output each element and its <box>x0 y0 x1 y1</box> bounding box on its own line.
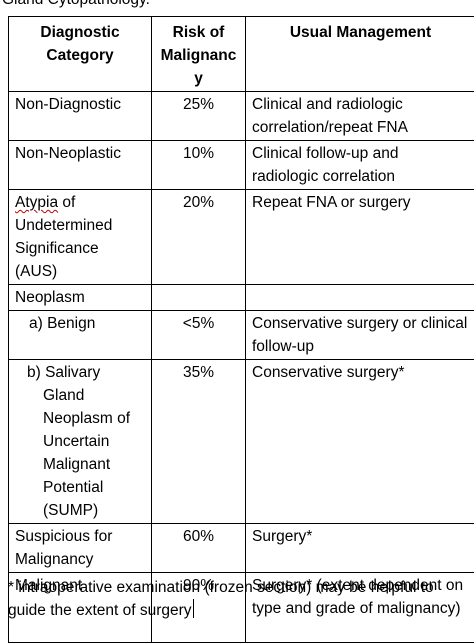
table-row: Non-Diagnostic 25% Clinical and radiolog… <box>9 92 474 141</box>
category-cell: Atypia of Undetermined Significance (AUS… <box>9 190 152 285</box>
risk-cell <box>152 285 246 311</box>
table-row: Atypia of Undetermined Significance (AUS… <box>9 190 474 285</box>
caption-fragment: Gland Cytopathology. <box>2 0 150 11</box>
table-row: a) Benign <5% Conservative surgery or cl… <box>9 311 474 360</box>
management-cell: Clinical follow-up and radiologic correl… <box>246 141 474 190</box>
cytopathology-table: Diagnostic Category Risk of Malignancy U… <box>8 16 474 643</box>
risk-cell: 60% <box>152 524 246 573</box>
table-header-row: Diagnostic Category Risk of Malignancy U… <box>9 17 474 92</box>
footnote-line: * intraoperative examination (frozen sec… <box>8 576 474 599</box>
management-cell: Conservative surgery* <box>246 360 474 524</box>
category-cell: a) Benign <box>9 311 152 360</box>
footnote: * intraoperative examination (frozen sec… <box>8 576 474 622</box>
table-row: Neoplasm <box>9 285 474 311</box>
category-cell: Non-Diagnostic <box>9 92 152 141</box>
category-cell: Suspicious for Malignancy <box>9 524 152 573</box>
header-usual-management: Usual Management <box>246 17 474 92</box>
category-text: b) Salivary <box>27 361 145 384</box>
risk-cell: 10% <box>152 141 246 190</box>
table-row: Suspicious for Malignancy 60% Surgery* <box>9 524 474 573</box>
category-cell: Neoplasm <box>9 285 152 311</box>
footnote-line: guide the extent of surgery <box>8 599 474 622</box>
spellcheck-word: Atypia <box>15 194 58 211</box>
management-cell: Conservative surgery or clinical follow-… <box>246 311 474 360</box>
category-text: Gland Neoplasm of Uncertain Malignant Po… <box>27 384 145 522</box>
header-diagnostic-category: Diagnostic Category <box>9 17 152 92</box>
text-cursor <box>193 599 194 618</box>
management-cell: Clinical and radiologic correlation/repe… <box>246 92 474 141</box>
risk-cell: 20% <box>152 190 246 285</box>
management-cell: Repeat FNA or surgery <box>246 190 474 285</box>
table-row: Non-Neoplastic 10% Clinical follow-up an… <box>9 141 474 190</box>
risk-cell: 25% <box>152 92 246 141</box>
management-cell: Surgery* <box>246 524 474 573</box>
management-cell <box>246 285 474 311</box>
category-cell: Non-Neoplastic <box>9 141 152 190</box>
risk-cell: <5% <box>152 311 246 360</box>
risk-cell: 35% <box>152 360 246 524</box>
header-risk-of-malignancy: Risk of Malignancy <box>152 17 246 92</box>
